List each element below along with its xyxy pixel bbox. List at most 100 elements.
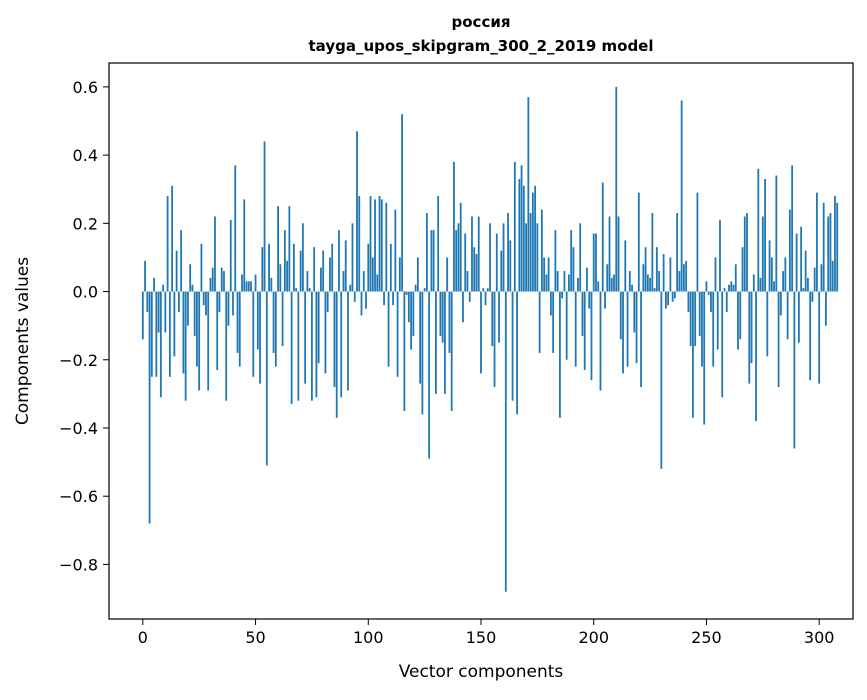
bar-74	[308, 288, 311, 292]
bar-230	[660, 291, 663, 469]
bar-223	[644, 247, 647, 292]
bar-39	[229, 219, 232, 292]
y-tick-label: −0.8	[59, 555, 98, 574]
bar-149	[477, 216, 480, 292]
bar-73	[306, 271, 309, 292]
x-tick-label: 0	[138, 628, 148, 647]
bar-32	[214, 216, 216, 292]
bar-55	[265, 291, 268, 466]
bar-206	[606, 264, 609, 292]
bar-2	[146, 291, 149, 313]
bar-301	[820, 264, 823, 292]
bar-212	[619, 291, 622, 340]
bar-26	[200, 243, 203, 292]
bar-172	[529, 213, 532, 292]
bar-202	[597, 281, 600, 292]
bar-228	[655, 247, 658, 292]
bar-262	[732, 284, 735, 292]
bar-239	[680, 100, 683, 292]
bar-90	[344, 240, 347, 292]
bar-23	[193, 291, 196, 336]
bar-303	[825, 291, 827, 326]
bar-29	[207, 291, 210, 391]
bar-124	[421, 291, 424, 415]
bar-174	[534, 185, 537, 292]
bar-185	[559, 291, 561, 418]
bar-255	[716, 291, 719, 350]
bar-300	[818, 291, 821, 384]
bar-72	[304, 291, 307, 384]
y-tick-label: −0.6	[59, 487, 98, 506]
bar-112	[394, 209, 397, 292]
x-axis-ticks: 0 50 100 150 200 250 300	[138, 619, 834, 647]
bar-60	[277, 206, 279, 292]
bar-219	[635, 291, 638, 364]
bar-118	[407, 291, 410, 323]
chart-subtitle: tayga_upos_skipgram_300_2_2019 model	[309, 37, 654, 55]
bar-241	[685, 260, 688, 292]
bar-25	[198, 291, 201, 391]
bar-79	[320, 267, 322, 292]
bar-139	[455, 230, 458, 292]
bar-267	[743, 216, 746, 292]
bar-307	[834, 196, 836, 292]
bar-35	[220, 267, 223, 292]
bar-176	[538, 291, 541, 353]
bar-76	[313, 247, 316, 292]
bar-0	[141, 291, 144, 340]
bar-123	[419, 291, 422, 384]
bar-68	[295, 288, 298, 292]
bar-27	[202, 291, 205, 306]
bar-102	[371, 257, 374, 292]
bar-261	[730, 281, 733, 292]
bar-293	[802, 288, 805, 292]
bar-80	[322, 250, 325, 292]
bar-254	[714, 257, 717, 292]
bar-291	[797, 291, 800, 343]
bar-159	[500, 250, 503, 292]
bar-6	[155, 291, 158, 377]
bar-188	[565, 291, 568, 360]
bar-4	[150, 291, 153, 377]
bar-263	[734, 264, 737, 292]
bar-235	[671, 291, 674, 302]
bar-94	[353, 291, 356, 302]
bar-243	[689, 291, 692, 347]
bar-153	[486, 288, 489, 292]
y-tick-label: −0.4	[59, 419, 98, 438]
bar-13	[171, 185, 174, 292]
y-tick-label: 0.0	[73, 283, 98, 302]
bar-49	[252, 291, 255, 377]
bar-171	[527, 97, 530, 292]
bar-158	[498, 291, 500, 343]
bar-31	[211, 267, 214, 292]
bar-308	[836, 202, 839, 292]
bar-204	[601, 182, 604, 292]
bar-91	[347, 291, 349, 391]
bar-288	[791, 165, 794, 292]
bar-67	[292, 243, 295, 292]
bar-120	[412, 291, 415, 336]
bar-89	[342, 271, 345, 292]
bar-163	[509, 240, 512, 292]
bar-152	[484, 291, 487, 306]
bar-129	[432, 230, 435, 292]
bar-33	[216, 291, 219, 370]
bar-184	[556, 271, 559, 292]
bar-175	[536, 223, 539, 292]
bar-137	[450, 291, 453, 411]
bar-12	[168, 291, 171, 377]
bar-256	[719, 219, 721, 292]
bar-133	[441, 291, 444, 343]
bar-302	[822, 202, 825, 292]
bar-50	[254, 274, 257, 292]
y-tick-label: 0.6	[73, 78, 98, 97]
bar-290	[795, 233, 798, 292]
bar-258	[723, 288, 726, 292]
bar-138	[453, 161, 455, 292]
bar-116	[403, 291, 406, 411]
bar-37	[225, 291, 228, 401]
bar-240	[683, 264, 685, 292]
bar-71	[301, 223, 304, 292]
